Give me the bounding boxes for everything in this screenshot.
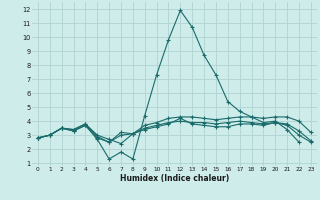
X-axis label: Humidex (Indice chaleur): Humidex (Indice chaleur) bbox=[120, 174, 229, 183]
